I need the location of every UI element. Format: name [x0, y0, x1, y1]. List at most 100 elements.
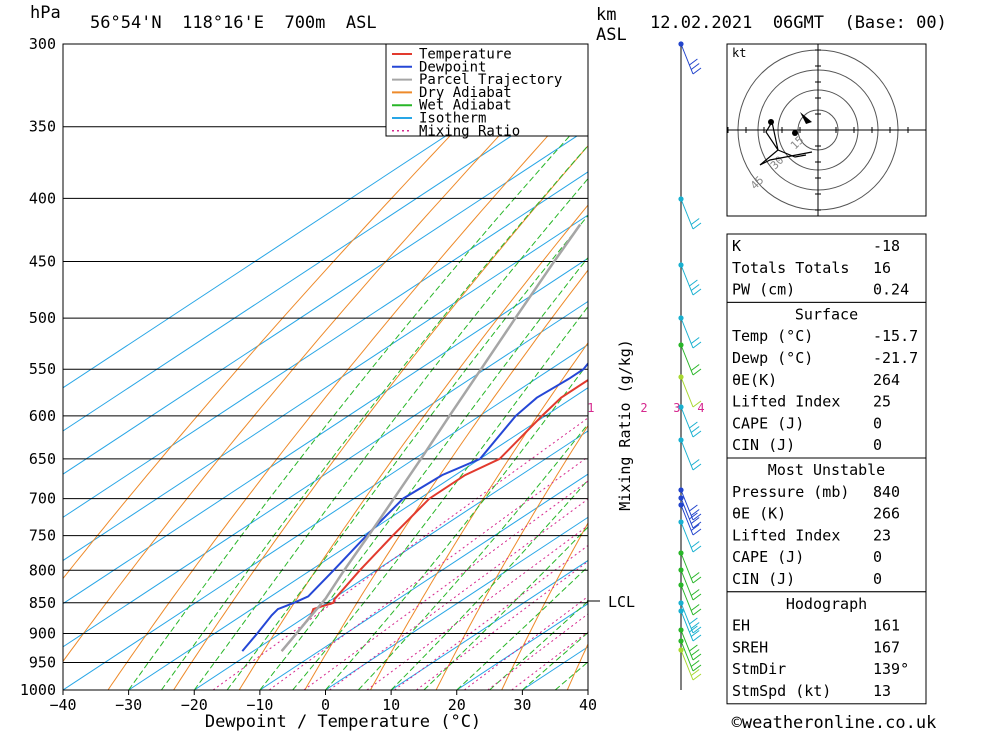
- dry-adiabat-line: [501, 522, 588, 690]
- wind-barb-shaft: [680, 198, 694, 230]
- isotherm-line: [63, 344, 588, 690]
- pressure-grid: [63, 43, 588, 691]
- wind-barb-flag: [692, 634, 702, 642]
- wet-adiabat-line: [193, 177, 588, 690]
- isotherm-line: [63, 128, 588, 475]
- wind-barb-shaft: [680, 264, 694, 296]
- table-row-label: K: [732, 237, 741, 255]
- table-row-value: 0.24: [873, 281, 909, 299]
- table-box: [726, 591, 927, 705]
- mixing-ratio-label: 1: [587, 401, 594, 415]
- isotherm-line: [63, 214, 588, 562]
- table-row-label: Totals Totals: [732, 259, 849, 277]
- storm-motion-point: [792, 130, 798, 136]
- hodograph-point: [768, 119, 774, 125]
- wet-adiabat-line: [423, 526, 588, 690]
- wind-barb-column: [678, 41, 702, 690]
- table-row-label: EH: [732, 617, 750, 635]
- y-tick-label: 650: [29, 450, 56, 468]
- table-row-value: 167: [873, 638, 900, 656]
- mixing-ratio-line: [416, 560, 588, 690]
- table-row-label: StmDir: [732, 660, 786, 678]
- wind-barb-flag: [692, 368, 702, 376]
- hodograph-trace: [759, 120, 813, 166]
- table-row-value: 139°: [873, 660, 909, 678]
- table-row-value: -21.7: [873, 349, 918, 367]
- isotherm-line: [63, 171, 588, 518]
- table-row-label: Lifted Index: [732, 526, 840, 544]
- wind-barb-shaft: [680, 552, 694, 584]
- table-row-value: 0: [873, 436, 882, 454]
- table-row-value: 0: [873, 570, 882, 588]
- table-section-heading: Hodograph: [786, 595, 867, 613]
- wind-barb-flag: [690, 524, 700, 531]
- isotherm-line: [390, 559, 588, 690]
- table-row-value: 264: [873, 371, 900, 389]
- table-row-label: CAPE (J): [732, 548, 804, 566]
- y-tick-label: 350: [29, 118, 56, 136]
- wind-barb-flag: [690, 364, 700, 371]
- wind-barb-shaft: [680, 317, 694, 349]
- wind-barb-flag: [689, 617, 698, 625]
- x-tick-label: 10: [382, 696, 400, 714]
- wind-barb-shaft: [680, 344, 694, 376]
- isotherm-line: [325, 516, 588, 690]
- wind-barb-flag: [690, 669, 700, 676]
- y-tick-label: 500: [29, 309, 56, 327]
- y-tick-label: 600: [29, 407, 56, 425]
- wind-barb-flag: [690, 63, 700, 70]
- wind-barb-flag: [690, 517, 700, 524]
- legend-label: Temperature: [419, 47, 512, 63]
- mixing-ratio-line: [212, 417, 588, 690]
- wind-barb-flag: [690, 649, 700, 656]
- copyright-text: ©weatheronline.co.uk: [732, 713, 937, 733]
- x-axis-title: Dewpoint / Temperature (°C): [205, 712, 481, 732]
- wind-barb-flag: [692, 67, 702, 75]
- mixing-ratio-line: [329, 498, 588, 690]
- y-tick-label: 700: [29, 490, 56, 508]
- y-tick-label: 900: [29, 624, 56, 642]
- dry-adiabat-line: [107, 90, 588, 690]
- parcel-trajectory-line: [280, 223, 582, 652]
- hodograph-arrow-icon: [800, 112, 812, 124]
- hodograph-unit-label: kt: [732, 46, 746, 60]
- table-box: [726, 457, 927, 593]
- wind-barb-shaft: [680, 649, 694, 681]
- table-row-value: 0: [873, 548, 882, 566]
- wind-barb-flag: [692, 664, 702, 672]
- mixing-ratio-line: [487, 613, 588, 690]
- mixing-ratio-axis-title: Mixing Ratio (g/kg): [616, 339, 634, 511]
- table-row-label: SREH: [732, 638, 768, 656]
- wind-barb-flag: [690, 572, 700, 579]
- wind-barb-flag: [692, 545, 702, 553]
- wind-barb-flag: [690, 541, 700, 548]
- wind-barb-flag: [689, 279, 698, 287]
- table-row-label: CIN (J): [732, 436, 795, 454]
- sounding-profiles: [241, 223, 588, 652]
- legend-label: Parcel Trajectory: [419, 72, 562, 88]
- y-tick-label: 450: [29, 253, 56, 271]
- km-unit-label: km: [596, 5, 616, 25]
- lcl-label: LCL: [608, 593, 635, 611]
- wind-barb-flag: [690, 218, 700, 225]
- table-row-value: 161: [873, 617, 900, 635]
- wind-barb-shaft: [680, 629, 694, 661]
- wind-barb-flag: [690, 630, 700, 637]
- wind-barb-flag: [692, 513, 702, 521]
- x-tick-label: 0: [321, 696, 330, 714]
- wind-barb-shaft: [680, 504, 694, 536]
- wind-barb-shaft: [680, 43, 694, 75]
- table-section-heading: Surface: [795, 305, 858, 323]
- wind-barb-shaft: [680, 602, 694, 634]
- y-tick-label: 400: [29, 189, 56, 207]
- y-tick-label: 1000: [20, 681, 56, 699]
- wind-barb-flag: [690, 459, 700, 466]
- wind-barb-flag: [689, 644, 698, 652]
- wind-barb-shaft: [680, 406, 694, 438]
- isotherm-line: [63, 300, 588, 648]
- wind-barb-flag: [690, 337, 700, 344]
- table-row-label: Pressure (mb): [732, 483, 849, 501]
- wet-adiabat-line: [259, 256, 588, 690]
